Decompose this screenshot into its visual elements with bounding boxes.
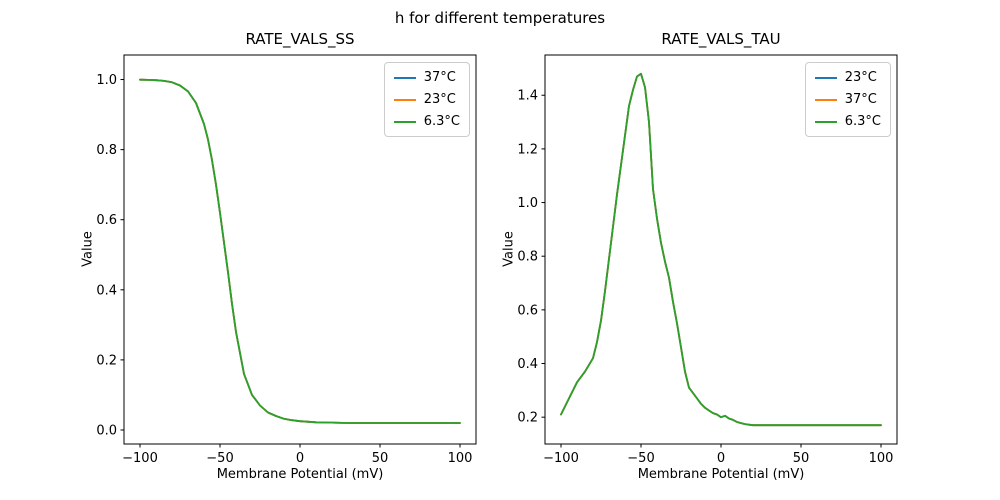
left-plot-legend: 37°C 23°C 6.3°C: [383, 62, 470, 137]
x-tick-label: −100: [543, 451, 579, 466]
legend-item: 23°C: [814, 68, 881, 87]
x-tick-label: −50: [627, 451, 654, 466]
legend-line-swatch: [393, 120, 416, 123]
legend-label: 37°C: [423, 70, 456, 85]
legend-label: 6.3°C: [423, 114, 460, 129]
legend-item: 23°C: [393, 90, 460, 109]
left-y-axis-label: Value: [80, 231, 96, 267]
legend-label: 23°C: [423, 92, 456, 107]
figure-title: h for different temperatures: [394, 9, 606, 27]
legend-item: 37°C: [814, 90, 881, 109]
x-tick-label: 50: [372, 451, 389, 466]
y-tick-label: 0.0: [96, 423, 117, 438]
legend-line-swatch: [814, 120, 837, 123]
curve-6.3c: [560, 72, 882, 427]
y-tick-label: 0.4: [517, 357, 538, 372]
x-tick-label: 100: [448, 451, 473, 466]
curve-6.3c: [139, 78, 461, 424]
legend-line-swatch: [814, 98, 837, 101]
y-tick-label: 0.2: [517, 411, 538, 426]
x-tick-label: 0: [717, 451, 725, 466]
x-tick-label: −100: [122, 451, 158, 466]
legend-label: 23°C: [844, 70, 877, 85]
left-x-axis-label: Membrane Potential (mV): [216, 467, 384, 482]
x-tick-label: 50: [793, 451, 810, 466]
legend-item: 6.3°C: [814, 112, 881, 131]
legend-item: 6.3°C: [393, 112, 460, 131]
right-plot-title: RATE_VALS_TAU: [661, 30, 781, 48]
legend-line-swatch: [393, 76, 416, 79]
legend-label: 6.3°C: [844, 114, 881, 129]
right-plot-legend: 23°C 37°C 6.3°C: [804, 62, 891, 137]
right-y-axis-label: Value: [501, 231, 517, 267]
left-plot-title: RATE_VALS_SS: [245, 30, 355, 48]
legend-item: 37°C: [393, 68, 460, 87]
x-tick-label: 100: [869, 451, 894, 466]
legend-label: 37°C: [844, 92, 877, 107]
y-tick-label: 1.4: [517, 89, 538, 104]
x-tick-label: −50: [206, 451, 233, 466]
legend-line-swatch: [393, 98, 416, 101]
y-tick-label: 1.0: [96, 73, 117, 88]
y-tick-label: 0.4: [96, 283, 117, 298]
y-tick-label: 0.8: [96, 143, 117, 158]
y-tick-label: 1.0: [517, 196, 538, 211]
x-tick-label: 0: [296, 451, 304, 466]
y-tick-label: 0.6: [517, 303, 538, 318]
y-tick-label: 0.8: [517, 250, 538, 265]
y-tick-label: 0.6: [96, 213, 117, 228]
y-tick-label: 0.2: [96, 353, 117, 368]
right-x-axis-label: Membrane Potential (mV): [637, 467, 805, 482]
y-tick-label: 1.2: [517, 142, 538, 157]
legend-line-swatch: [814, 76, 837, 79]
